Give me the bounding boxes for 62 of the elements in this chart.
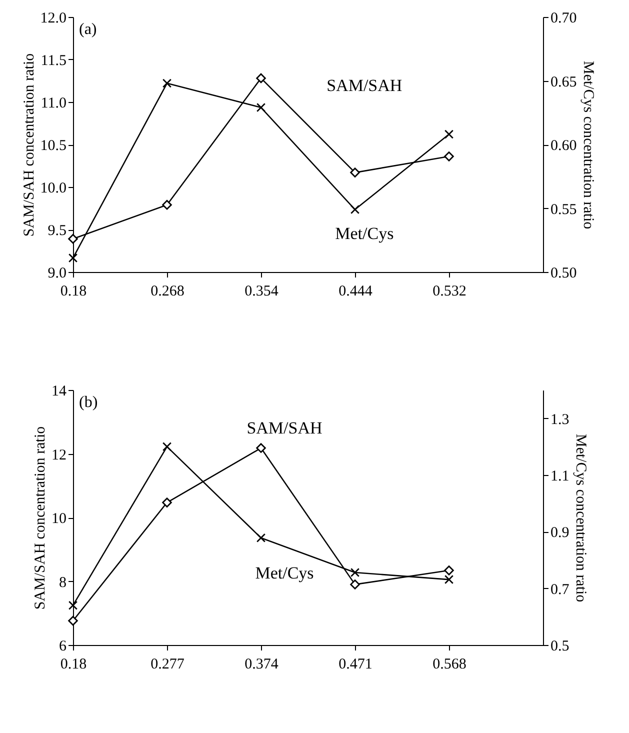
point [350,168,360,178]
point [162,200,172,210]
y-tick-label: 10.5 [40,138,66,154]
y-axis-title: SAM/SAH concentration ratio [32,426,48,610]
x-tick-label: 0.277 [150,656,185,672]
point [162,442,172,452]
y-axis-title: SAM/SAH concentration ratio [21,53,38,237]
y-tick-label: 11.5 [40,53,66,69]
point [68,616,78,626]
y-tick-label: 10 [52,511,66,527]
y2-tick-label: 0.9 [550,525,570,542]
series-label: Met/Cys [255,564,314,583]
point [256,443,266,453]
series-label: SAM/SAH [246,418,322,438]
y-tick-label: 9.0 [48,266,66,282]
point [444,574,454,584]
point [350,568,360,578]
x-tick-label: 0.374 [244,656,279,672]
y-tick-label: 11.0 [40,96,66,112]
point [68,253,78,263]
y-tick-label: 10.0 [40,180,66,196]
point [444,566,454,576]
x-tick-label: 0.444 [338,284,373,300]
point [256,533,266,542]
y2-tick-label: 0.65 [550,74,577,90]
y-tick-label: 12.0 [40,10,66,26]
point [350,580,360,590]
y2-tick-label: 0.70 [550,10,577,26]
series-label: Met/Cys [335,224,394,243]
x-tick-label: 0.18 [60,656,87,672]
point [68,600,78,610]
point [444,152,454,162]
y-tick-label: 12 [52,447,66,464]
point [162,498,172,508]
chart-title: (a) [79,21,97,38]
x-tick-label: 0.471 [338,656,372,672]
y2-tick-label: 1.3 [550,412,570,428]
text: SAM/SAH [326,76,402,95]
y2-axis-title: Met/Cys concentration ratio [572,434,588,602]
x-tick-label: 0.568 [432,656,466,672]
y2-tick-label: 0.50 [550,266,577,282]
x-tick-label: 0.354 [244,284,279,300]
x-tick-label: 0.532 [432,284,466,300]
point [256,102,266,112]
y2-tick-label: 0.7 [550,582,570,598]
point [162,78,172,88]
y-tick-label: 8 [59,574,66,591]
chart-title: (b) [79,394,98,411]
y-tick-label: 9.5 [48,223,66,239]
point [68,234,78,244]
y2-tick-label: 0.60 [550,138,577,154]
y2-axis-title: Met/Cys concentration ratio [580,60,596,230]
x-tick-label: 0.268 [150,284,184,300]
y2-tick-label: 0.5 [550,638,570,654]
y-tick-label: 6 [59,638,67,654]
point [256,73,266,84]
point [350,204,360,214]
y2-tick-label: 1.1 [550,468,570,484]
x-tick-label: 0.18 [60,284,87,300]
y-tick-label: 14 [52,384,67,400]
point [444,130,454,139]
y2-tick-label: 0.55 [550,202,577,218]
